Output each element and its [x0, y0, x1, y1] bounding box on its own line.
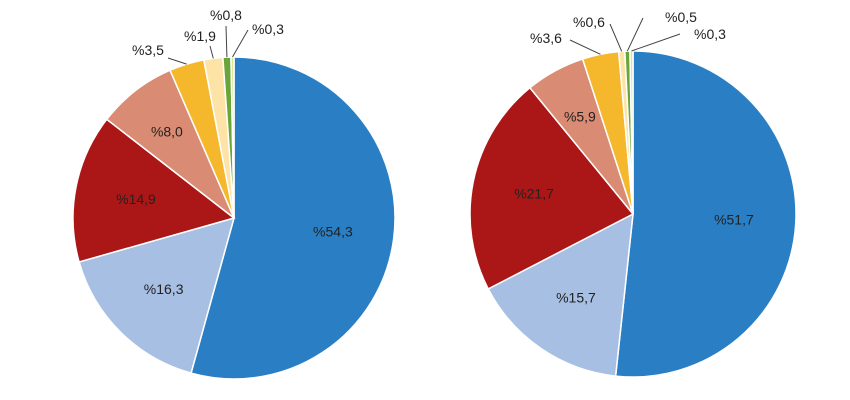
- pie-1-label-0: %51,7: [714, 211, 754, 227]
- pie-0-label-5: %1,9: [184, 28, 216, 44]
- pie-0-slice-2: [72, 118, 236, 263]
- pie-1-label-3: %5,9: [564, 109, 596, 125]
- pie-1-leader-6: [626, 17, 644, 52]
- pie-chart-right: %51,7 %15,7 %21,7 %5,9 %3,6 %0,6 %0,5%0,3: [469, 9, 797, 378]
- pie-1-label-7: %0,3: [694, 26, 726, 42]
- pie-0-label-0: %54,3: [313, 223, 353, 239]
- pie-0-label-7: %0,3: [252, 21, 284, 37]
- pie-0-leader-7: [232, 29, 249, 58]
- pie-0-slice-0: [190, 56, 396, 380]
- pie-0-label-4: %3,5: [132, 42, 164, 58]
- pie-1-label-6: %0,5: [665, 9, 697, 25]
- pie-1-slice-2: [469, 86, 635, 290]
- pie-1-leader-5: [609, 23, 623, 52]
- pie-0-leader-6: [225, 25, 228, 58]
- pie-0-label-6: %0,8: [210, 7, 242, 23]
- pie-1-slice-1: [487, 212, 634, 377]
- pie-1-label-5: %0,6: [573, 14, 605, 30]
- pie-0-slice-1: [78, 216, 236, 375]
- pie-1-label-4: %3,6: [530, 30, 562, 46]
- pie-0-leader-4: [167, 57, 187, 65]
- pie-0-leader-5: [209, 45, 214, 59]
- pie-0-label-1: %16,3: [144, 281, 184, 297]
- pie-1-label-2: %21,7: [514, 186, 554, 202]
- pie-0-label-3: %8,0: [151, 123, 183, 139]
- pie-0-slice-7: [230, 56, 235, 219]
- pie-1-slice-0: [614, 50, 797, 378]
- pie-1-label-1: %15,7: [556, 289, 596, 305]
- pie-0-label-2: %14,9: [116, 191, 156, 207]
- pie-1-leader-7: [631, 33, 681, 52]
- pie-chart-left: %54,3 %16,3 %14,9 %8,0 %3,5 %1,9 %0,8 %0,3: [72, 7, 396, 380]
- pie-1-leader-4: [569, 39, 601, 55]
